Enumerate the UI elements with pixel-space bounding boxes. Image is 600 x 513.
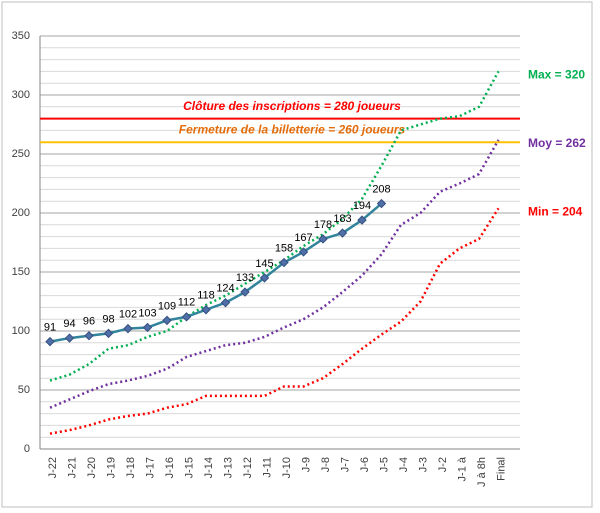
marker [103, 328, 114, 339]
marker [64, 333, 75, 343]
y-tick-label: 100 [12, 325, 30, 337]
marker [240, 287, 250, 297]
data-label: 124 [216, 283, 234, 295]
data-label: 98 [102, 313, 114, 325]
marker [298, 247, 309, 257]
end-label: Min = 204 [528, 204, 583, 218]
marker [357, 215, 367, 225]
x-tick-label: J-21 [66, 457, 78, 478]
x-tick-label: J à 8h [476, 457, 488, 487]
data-label: 167 [294, 232, 312, 244]
x-tick-label: J-20 [86, 457, 98, 478]
end-label: Max = 320 [528, 68, 585, 82]
marker [162, 315, 172, 326]
data-label: 158 [275, 242, 293, 254]
data-label: 118 [197, 290, 215, 302]
data-label: 208 [372, 183, 390, 195]
data-label: 178 [314, 219, 332, 231]
marker [220, 297, 231, 308]
data-label: 112 [178, 297, 196, 309]
data-label: 102 [119, 309, 137, 321]
x-tick-label: J-1 à [456, 456, 468, 481]
x-tick-label: J-14 [203, 457, 215, 478]
x-tick-label: J-6 [359, 457, 371, 472]
data-label: 183 [333, 213, 351, 225]
x-tick-label: J-2 [437, 457, 449, 472]
y-tick-label: 0 [24, 443, 30, 455]
x-tick-label: J-15 [183, 457, 195, 478]
series-line [49, 207, 500, 435]
y-tick-label: 200 [12, 207, 30, 219]
x-tick-label: J-22 [47, 457, 59, 478]
x-tick-label: J-18 [125, 457, 137, 478]
x-tick-label: J-12 [242, 457, 254, 478]
x-tick-label: J-16 [164, 457, 176, 478]
marker [318, 234, 328, 244]
y-tick-label: 350 [12, 30, 30, 42]
data-label: 103 [138, 307, 156, 319]
x-tick-label: J-7 [339, 457, 351, 472]
data-label: 96 [83, 316, 95, 328]
y-tick-label: 300 [12, 89, 30, 101]
data-label: 133 [236, 272, 254, 284]
x-tick-label: J-3 [417, 457, 429, 472]
data-label: 94 [63, 318, 75, 330]
data-label: 145 [255, 258, 273, 270]
marker [45, 336, 55, 347]
x-tick-label: J-19 [105, 457, 117, 478]
marker [84, 331, 94, 341]
data-label: 194 [353, 200, 371, 212]
marker [376, 198, 387, 209]
marker [142, 322, 153, 333]
marker [279, 257, 289, 268]
reference-label: Clôture des inscriptions = 280 joueurs [183, 99, 401, 113]
series-line [49, 139, 500, 409]
data-label: 109 [158, 300, 176, 312]
x-tick-label: J-10 [281, 457, 293, 478]
x-tick-label: J-9 [300, 457, 312, 472]
x-tick-label: J-8 [320, 457, 332, 472]
y-tick-label: 50 [18, 384, 30, 396]
x-tick-label: J-4 [398, 457, 410, 472]
x-tick-label: J-11 [261, 457, 273, 478]
marker [123, 323, 133, 334]
marker [337, 228, 348, 238]
x-tick-label: J-5 [378, 457, 390, 472]
reference-label: Fermeture de la billetterie = 260 joueur… [179, 122, 406, 136]
marker [181, 312, 192, 322]
x-tick-label: J-17 [144, 457, 156, 478]
data-label: 91 [44, 322, 56, 334]
x-tick-label: Final [495, 457, 507, 481]
x-tick-label: J-13 [222, 457, 234, 478]
y-tick-label: 150 [12, 266, 30, 278]
marker [259, 273, 270, 283]
y-tick-label: 250 [12, 148, 30, 160]
marker [201, 305, 211, 315]
end-label: Moy = 262 [528, 136, 586, 150]
